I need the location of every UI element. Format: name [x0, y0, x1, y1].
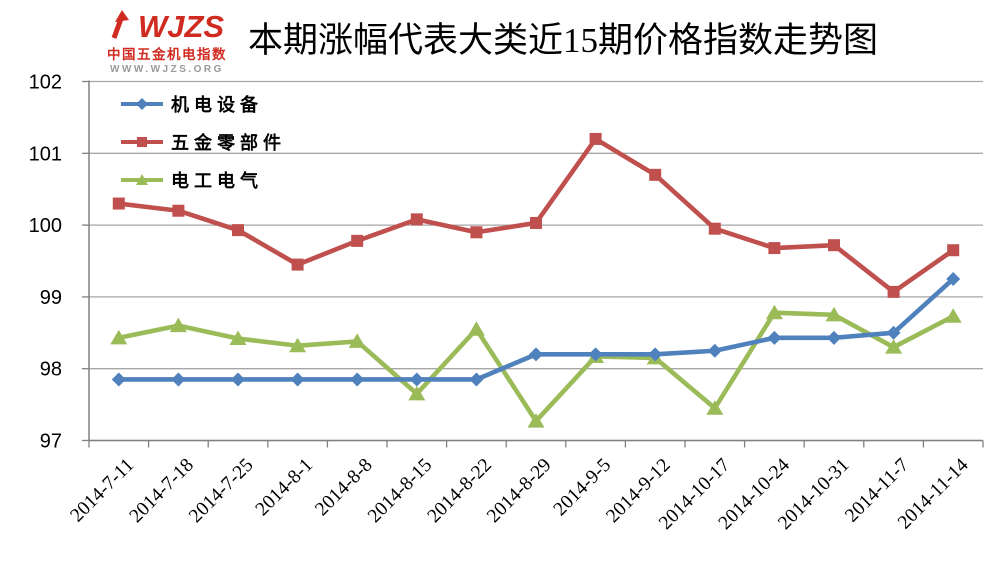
data-point — [828, 239, 840, 252]
x-axis-tick-label: 2014-7-11 — [67, 455, 139, 527]
legend-swatch — [121, 174, 163, 185]
data-point — [944, 308, 962, 323]
data-point — [410, 213, 423, 226]
y-axis-tick-label: 102 — [29, 72, 62, 94]
y-axis-tick-label: 101 — [29, 143, 62, 165]
data-point — [171, 372, 186, 387]
logo: WJZS 中国五金机电指数 WWW.WJZS.ORG — [88, 5, 246, 75]
data-point — [291, 258, 304, 271]
data-point — [290, 372, 305, 387]
data-point — [827, 330, 841, 345]
y-axis-tick-label: 98 — [40, 359, 62, 381]
data-point — [648, 347, 663, 362]
data-point — [527, 413, 545, 428]
data-point — [768, 242, 781, 255]
data-point — [112, 197, 125, 210]
legend-label: 机电设备 — [171, 95, 263, 115]
data-point — [708, 222, 721, 235]
data-point — [351, 234, 364, 247]
data-point — [887, 285, 900, 298]
data-point — [469, 372, 484, 387]
data-point — [172, 204, 185, 217]
logo-brand-row: WJZS — [88, 5, 246, 42]
data-point — [231, 372, 245, 387]
logo-arrow-icon — [111, 10, 129, 39]
logo-brand-text: WJZS — [137, 9, 225, 44]
data-point — [707, 343, 722, 358]
y-axis-tick-label: 100 — [29, 215, 62, 237]
data-point — [348, 333, 366, 348]
legend-item: 五金零部件 — [120, 123, 286, 161]
chart-legend: 机电设备五金零部件电工电气 — [120, 85, 286, 199]
data-point — [111, 372, 126, 387]
data-point — [706, 400, 724, 415]
data-point — [229, 330, 247, 346]
y-axis-tick-label: 99 — [40, 287, 62, 309]
data-point — [467, 321, 485, 336]
legend-item: 电工电气 — [120, 161, 286, 199]
data-point — [649, 168, 662, 181]
data-point — [232, 224, 244, 237]
data-point — [169, 317, 187, 333]
page-title: 本期涨幅代表大类近15期价格指数走势图 — [248, 21, 879, 60]
x-axis-tick-label: 2014-8-22 — [424, 455, 496, 527]
data-point — [588, 347, 603, 362]
data-point — [767, 330, 782, 345]
data-point — [947, 244, 960, 257]
logo-subtitle: 中国五金机电指数 — [107, 47, 227, 62]
series-line — [116, 276, 956, 382]
data-point — [886, 325, 901, 340]
data-point — [409, 372, 424, 387]
legend-label: 五金零部件 — [171, 133, 286, 153]
series-line — [116, 310, 956, 424]
legend-swatch — [121, 137, 163, 147]
data-point — [530, 216, 542, 229]
data-point — [470, 226, 483, 239]
data-point — [110, 329, 128, 345]
y-axis-tick-label: 97 — [40, 431, 62, 453]
data-point — [529, 347, 543, 362]
data-point — [946, 271, 961, 286]
data-point — [589, 132, 602, 145]
data-point — [350, 372, 365, 387]
x-axis-tick-label: 2014-7-18 — [126, 455, 198, 527]
legend-swatch — [121, 98, 163, 110]
logo-url: WWW.WJZS.ORG — [110, 64, 224, 75]
data-point — [765, 304, 783, 320]
data-point — [408, 385, 426, 401]
data-point — [289, 337, 307, 353]
x-axis-tick-label: 2014-8-29 — [483, 455, 555, 527]
data-point — [825, 306, 843, 322]
x-axis-tick-label: 2014-8-15 — [364, 455, 436, 527]
x-axis-tick-label: 2014-7-25 — [185, 455, 257, 527]
legend-item: 机电设备 — [120, 85, 286, 123]
x-axis-tick-label: 2014-8-1 — [252, 455, 317, 520]
data-point — [885, 339, 903, 354]
legend-label: 电工电气 — [171, 171, 263, 191]
